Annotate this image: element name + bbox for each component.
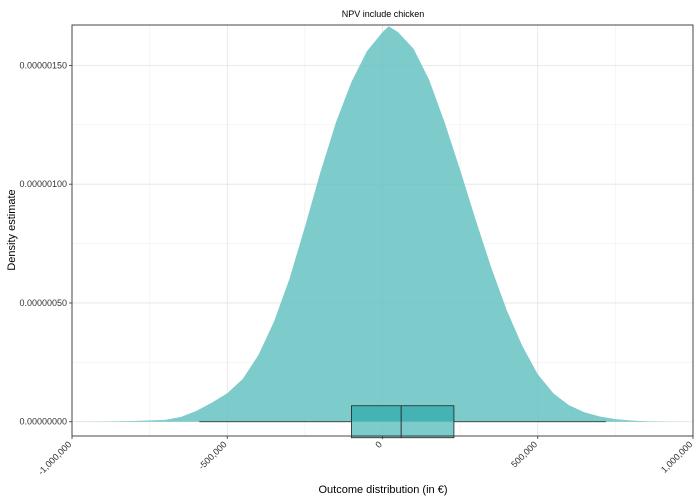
boxplot-box-lower [351,421,454,438]
boxplot-box [351,405,455,439]
density-area [75,26,690,422]
x-axis-title: Outcome distribution (in €) [319,484,448,496]
x-tick-label: -500,000 [196,439,228,471]
x-tick-label: -1,000,000 [36,439,74,477]
y-tick-label: 0.00000150 [19,60,67,70]
y-tick-label: 0.00000050 [19,298,67,308]
chart-title: NPV include chicken [342,9,425,19]
y-axis-title: Density estimate [6,189,18,270]
boxplot-box-upper [351,405,454,422]
boxplot [199,405,607,439]
x-tick-label: 0 [373,439,384,450]
density-curve [75,26,690,422]
y-axis: 0.00000000 0.00000050 0.00000100 0.00000150 [19,60,72,427]
plot-border [71,24,694,437]
y-tick-label: 0.00000000 [19,417,67,427]
x-tick-label: 1,000,000 [659,439,694,474]
x-axis: -1,000,000 -500,000 0 500,000 1,000,000 [36,436,694,477]
x-tick-label: 500,000 [509,439,539,469]
y-tick-label: 0.00000100 [19,179,67,189]
